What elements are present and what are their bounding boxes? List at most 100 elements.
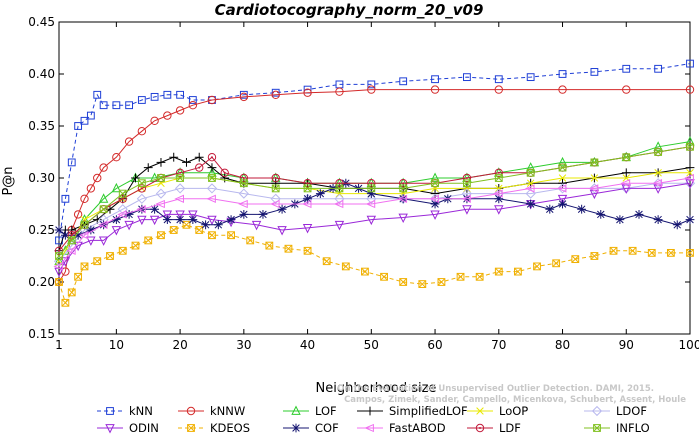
data-point-kdeos: [552, 259, 561, 268]
legend-item-loop: LoOP: [467, 404, 528, 418]
legend-marker-inflo: [593, 424, 601, 432]
watermark-line-2: On the Evaluation of Unsupervised Outlie…: [337, 384, 654, 394]
data-point-kdeos: [456, 272, 465, 281]
data-point-knn: [176, 90, 185, 99]
data-point-lof: [653, 141, 663, 151]
y-tick-label: 0.15: [28, 327, 55, 341]
data-point-knnw: [685, 85, 695, 94]
data-point-fastabod: [78, 231, 89, 240]
data-point-knn: [463, 73, 471, 82]
legend-marker-knnw: [186, 406, 196, 416]
data-point-kdeos: [157, 231, 165, 240]
plot-area: 0.15 0.20 0.25 0.30 0.35 0.40 0.45 1 10 20 30 40 50 6…: [28, 15, 699, 352]
data-point-fastabod: [117, 210, 127, 219]
data-point-kdeos: [208, 231, 216, 240]
data-point-fastabod: [238, 199, 248, 209]
data-point-inflo: [271, 184, 280, 193]
data-point-knn: [93, 90, 102, 99]
data-point-inflo: [686, 142, 694, 151]
data-point-cof: [277, 204, 287, 214]
data-point-kdeos: [628, 246, 637, 255]
data-point-cof: [188, 215, 198, 224]
data-point-kdeos: [514, 267, 522, 276]
data-point-cof: [526, 199, 536, 209]
data-point-ldf: [303, 179, 312, 188]
data-point-cof: [596, 210, 606, 219]
x-tick-label: 80: [555, 338, 570, 352]
data-point-inflo: [494, 174, 503, 182]
data-point-ldf: [398, 179, 408, 188]
data-point-knnw: [86, 184, 96, 193]
data-point-kdeos: [571, 255, 580, 264]
data-point-lof: [685, 136, 695, 146]
data-point-kdeos: [361, 267, 369, 276]
y-tick-label: 0.30: [28, 171, 55, 185]
data-point-kdeos: [265, 241, 274, 250]
data-point-odin: [277, 226, 287, 236]
legend-item-ldf: LDF: [467, 421, 521, 434]
y-tick-label: 0.45: [28, 15, 55, 29]
x-tick-label: 20: [172, 338, 187, 352]
data-point-fastabod: [206, 194, 216, 203]
data-point-knn: [137, 96, 146, 104]
data-point-fastabod: [136, 205, 146, 214]
data-point-knnw: [622, 85, 631, 94]
data-point-odin: [207, 215, 217, 226]
data-point-fastabod: [97, 220, 108, 229]
data-point-kdeos: [322, 257, 331, 266]
data-point-inflo: [99, 205, 108, 214]
data-point-knnw: [188, 101, 198, 110]
legend-label-kdeos: KDEOS: [210, 421, 250, 434]
series-line-fastabod: [58, 177, 691, 267]
data-point-kdeos: [74, 272, 83, 281]
data-point-odin: [366, 215, 377, 226]
y-tick-label: 0.20: [28, 275, 55, 289]
x-tick-label: 90: [619, 338, 634, 352]
data-point-lof: [525, 162, 536, 172]
data-point-knn: [686, 59, 694, 68]
data-point-inflo: [335, 184, 344, 193]
data-point-inflo: [463, 179, 471, 188]
legend-item-cof: COF: [283, 421, 339, 434]
data-point-simplifiedlof: [194, 152, 204, 162]
series-kdeos: [55, 220, 694, 307]
data-point-ldf: [195, 163, 204, 172]
data-point-knn: [367, 80, 376, 89]
data-point-cof: [315, 189, 325, 198]
data-point-knn: [558, 70, 567, 78]
data-point-cof: [239, 210, 249, 219]
data-point-inflo: [55, 252, 63, 260]
data-point-lof: [98, 193, 109, 203]
data-point-cof: [111, 215, 121, 224]
data-point-inflo: [558, 163, 567, 172]
data-point-cof: [150, 204, 160, 214]
data-point-simplifiedlof: [220, 173, 230, 183]
data-point-inflo: [176, 174, 185, 182]
data-point-ldf: [207, 153, 217, 162]
legend-item-knnw: kNNW: [178, 404, 245, 418]
legend-label-inflo: INFLO: [616, 421, 650, 434]
legend-item-inflo: INFLO: [584, 421, 650, 434]
data-point-kdeos: [284, 244, 293, 253]
data-point-kdeos: [399, 278, 408, 286]
data-point-cof: [54, 225, 64, 235]
data-point-ldof: [366, 193, 377, 204]
series-cof: [54, 178, 695, 240]
data-point-cof: [430, 199, 440, 209]
x-tick-label: 40: [300, 338, 315, 352]
data-point-cof: [634, 210, 644, 219]
data-point-ldf: [137, 184, 147, 193]
data-point-knnw: [99, 163, 108, 172]
data-point-kdeos: [533, 262, 541, 271]
data-point-inflo: [590, 158, 599, 167]
legend-label-ldf: LDF: [499, 421, 521, 434]
data-point-kdeos: [341, 262, 350, 271]
data-point-inflo: [367, 184, 376, 193]
series-line-kdeos: [58, 224, 690, 305]
data-point-kdeos: [55, 278, 63, 286]
data-point-knn: [150, 92, 159, 101]
data-point-knn: [99, 101, 108, 110]
data-point-cof: [545, 204, 555, 214]
legend-marker-ldf: [475, 423, 485, 433]
data-point-fastabod: [525, 184, 535, 193]
